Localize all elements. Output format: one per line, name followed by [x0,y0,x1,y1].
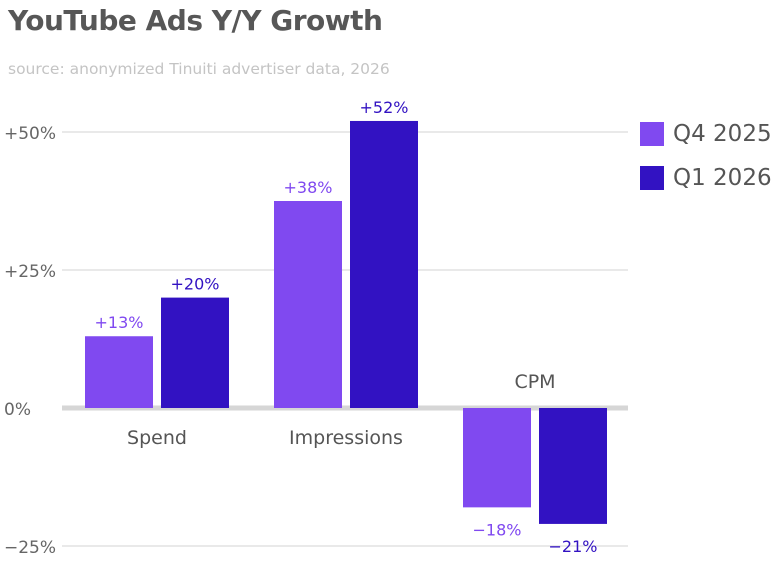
bar-cpm-q1-2026 [539,408,607,524]
legend-label-q4-2025: Q4 2025 [673,121,772,147]
category-label-cpm: CPM [514,371,555,393]
category-label-spend: Spend [127,427,187,449]
chart-legend: Q4 2025 Q1 2026 [640,116,772,204]
data-label-spend-q1-2026: +20% [171,275,220,294]
bar-impressions-q4-2025 [274,201,342,408]
data-label-impressions-q1-2026: +52% [360,98,409,117]
legend-item-q1-2026: Q1 2026 [640,160,772,196]
bar-spend-q1-2026 [161,297,229,408]
category-label-impressions: Impressions [289,427,403,449]
data-label-impressions-q4-2025: +38% [284,178,333,197]
bar-impressions-q1-2026 [350,120,418,409]
legend-swatch-q4-2025 [640,122,664,146]
bar-spend-q4-2025 [85,336,153,408]
chart-title: YouTube Ads Y/Y Growth [8,4,383,37]
y-tick-label-50: +50% [4,124,56,144]
legend-item-q4-2025: Q4 2025 [640,116,772,152]
data-label-spend-q4-2025: +13% [95,313,144,332]
y-tick-label-25: +25% [4,262,56,282]
data-label-cpm-q4-2025: −18% [473,520,522,539]
chart-subtitle: source: anonymized Tinuiti advertiser da… [8,60,390,78]
legend-swatch-q1-2026 [640,166,664,190]
data-label-cpm-q1-2026: −21% [549,537,598,556]
legend-label-q1-2026: Q1 2026 [673,165,772,191]
y-tick-label-0: 0% [4,400,31,420]
bar-cpm-q4-2025 [463,408,531,508]
y-tick-label-25: −25% [4,538,56,558]
